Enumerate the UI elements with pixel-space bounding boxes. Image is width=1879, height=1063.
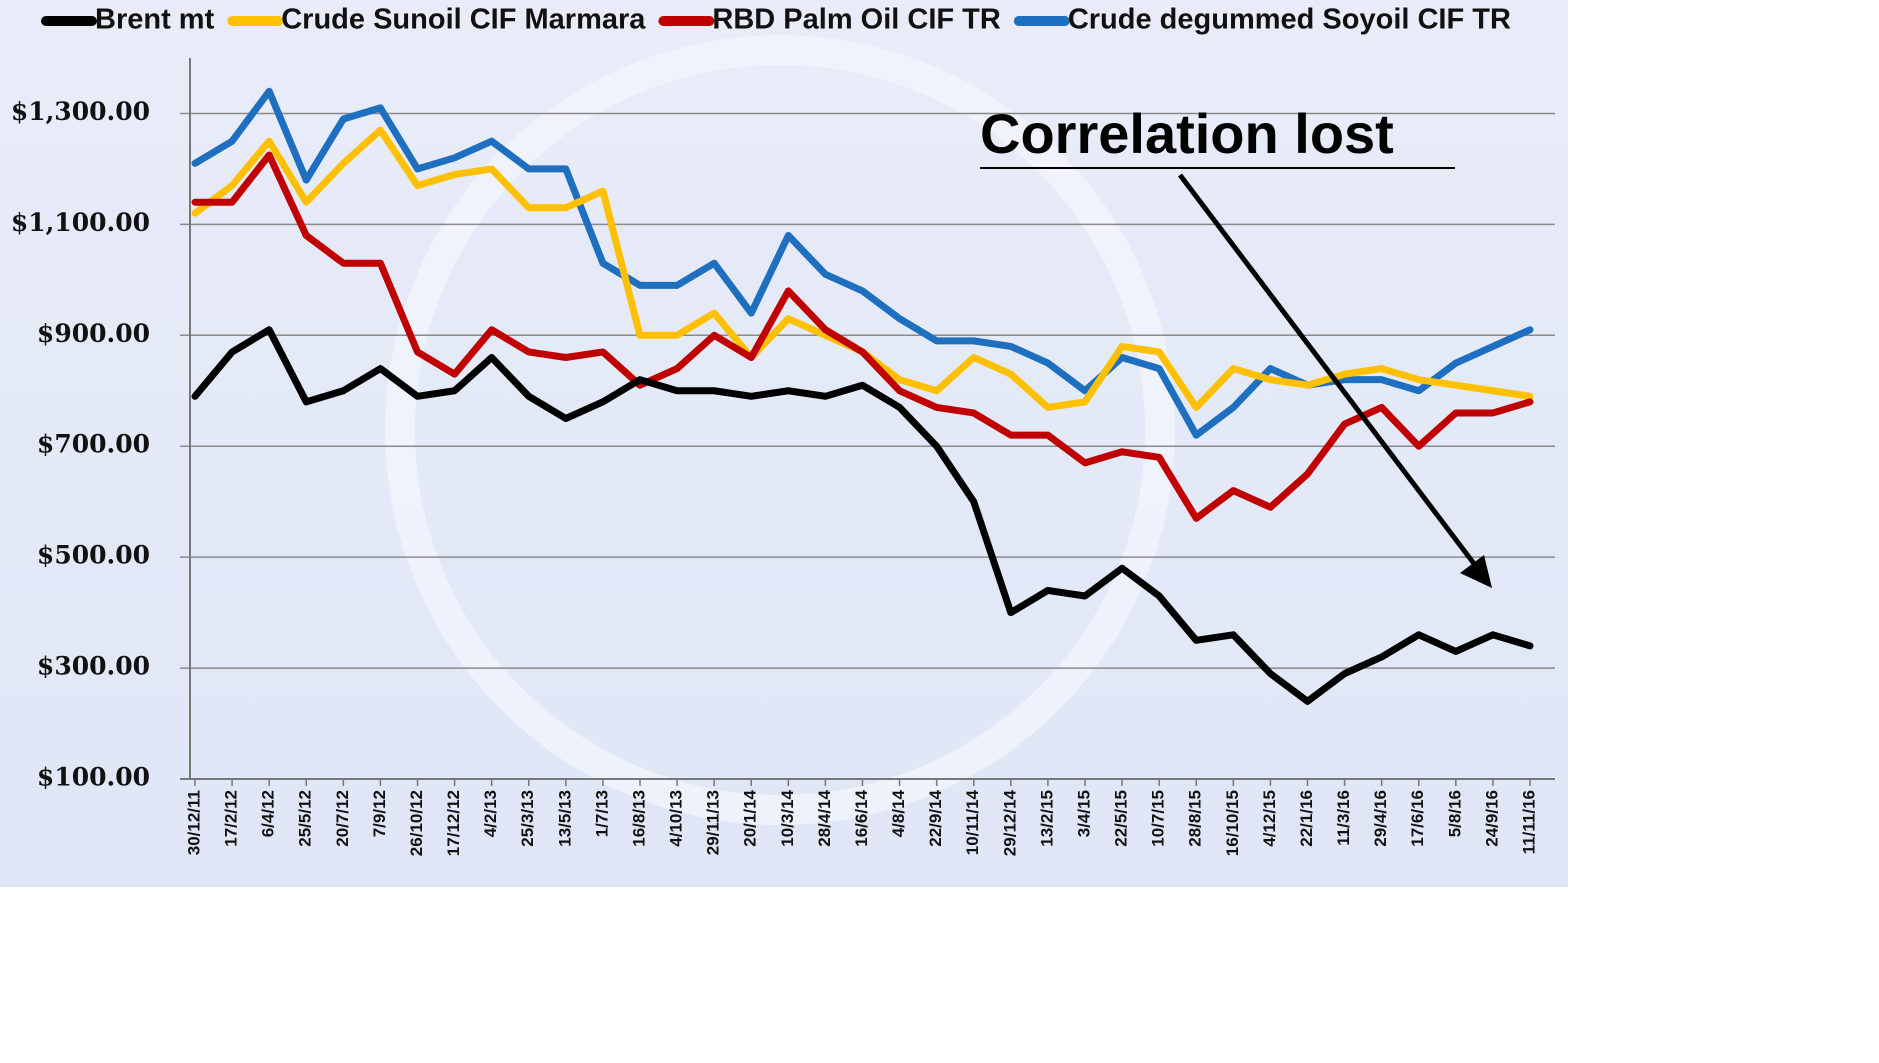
x-tick-label: 28/4/14 — [815, 789, 834, 846]
x-tick-label: 10/3/14 — [778, 789, 797, 846]
x-tick-label: 11/11/16 — [1519, 790, 1538, 854]
x-tick-label: 17/12/12 — [444, 790, 463, 856]
x-tick-label: 16/6/14 — [852, 789, 871, 846]
x-tick-label: 25/5/12 — [296, 790, 315, 847]
legend-label: Crude degummed Soyoil CIF TR — [1068, 4, 1511, 36]
x-tick-label: 13/5/13 — [555, 790, 574, 847]
x-tick-label: 10/11/14 — [963, 789, 982, 855]
x-tick-label: 16/10/15 — [1223, 790, 1242, 856]
x-tick-label: 16/8/13 — [629, 790, 648, 847]
arrow — [1178, 173, 1477, 567]
x-tick-label: 4/12/15 — [1260, 790, 1279, 847]
x-tick-label: 29/11/13 — [704, 790, 723, 855]
y-tick-label: $1,300.00 — [11, 97, 150, 126]
series-line — [191, 151, 1534, 522]
x-tick-label: 22/1/16 — [1297, 790, 1316, 847]
x-tick-label: 17/6/16 — [1408, 790, 1427, 847]
x-tick-label: 25/3/13 — [518, 790, 537, 847]
x-tick-label: 28/8/15 — [1186, 790, 1205, 847]
y-tick-label: $500.00 — [37, 541, 150, 570]
x-tick-label: 7/9/12 — [370, 790, 389, 837]
x-tick-label: 22/5/15 — [1112, 790, 1131, 847]
decoration — [385, 35, 1175, 825]
x-tick-label: 20/1/14 — [741, 789, 760, 846]
x-tick-label: 11/3/16 — [1334, 790, 1353, 846]
x-tick-label: 20/7/12 — [333, 790, 352, 847]
x-tick-label: 4/10/13 — [667, 790, 686, 847]
y-tick-label: $900.00 — [37, 319, 150, 348]
chart: Correlation lost Brent mt Crude Sunoil CI… — [0, 0, 1568, 887]
x-tick-label: 4/2/13 — [481, 790, 500, 837]
x-tick-label: 29/12/14 — [1000, 789, 1019, 856]
x-tick-label: 24/9/16 — [1482, 790, 1501, 847]
x-tick-label: 10/7/15 — [1149, 790, 1168, 847]
x-tick-label: 22/9/14 — [926, 789, 945, 846]
x-tick-label: 17/2/12 — [222, 790, 241, 847]
x-tick-label: 3/4/15 — [1074, 790, 1093, 837]
y-tick-label: $100.00 — [37, 763, 150, 792]
x-tick-label: 5/8/16 — [1445, 790, 1464, 837]
annotation: Correlation lost — [980, 102, 1394, 165]
legend-label: Brent mt — [95, 4, 215, 36]
x-tick-label: 26/10/12 — [407, 790, 426, 856]
legend-label: Crude Sunoil CIF Marmara — [281, 4, 646, 36]
y-tick-label: $300.00 — [37, 652, 150, 681]
y-tick-label: $1,100.00 — [11, 208, 150, 237]
x-tick-label: 13/2/15 — [1037, 790, 1056, 847]
x-tick-label: 29/4/16 — [1371, 790, 1390, 847]
series-line — [191, 326, 1534, 705]
y-tick-label: $700.00 — [37, 430, 150, 459]
x-tick-label: 4/8/14 — [889, 789, 908, 837]
x-tick-label: 30/12/11 — [184, 790, 203, 855]
x-tick-label: 6/4/12 — [259, 790, 278, 837]
legend-label: RBD Palm Oil CIF TR — [712, 4, 1000, 36]
x-tick-label: 1/7/13 — [592, 790, 611, 837]
arrow-head — [1460, 555, 1492, 588]
